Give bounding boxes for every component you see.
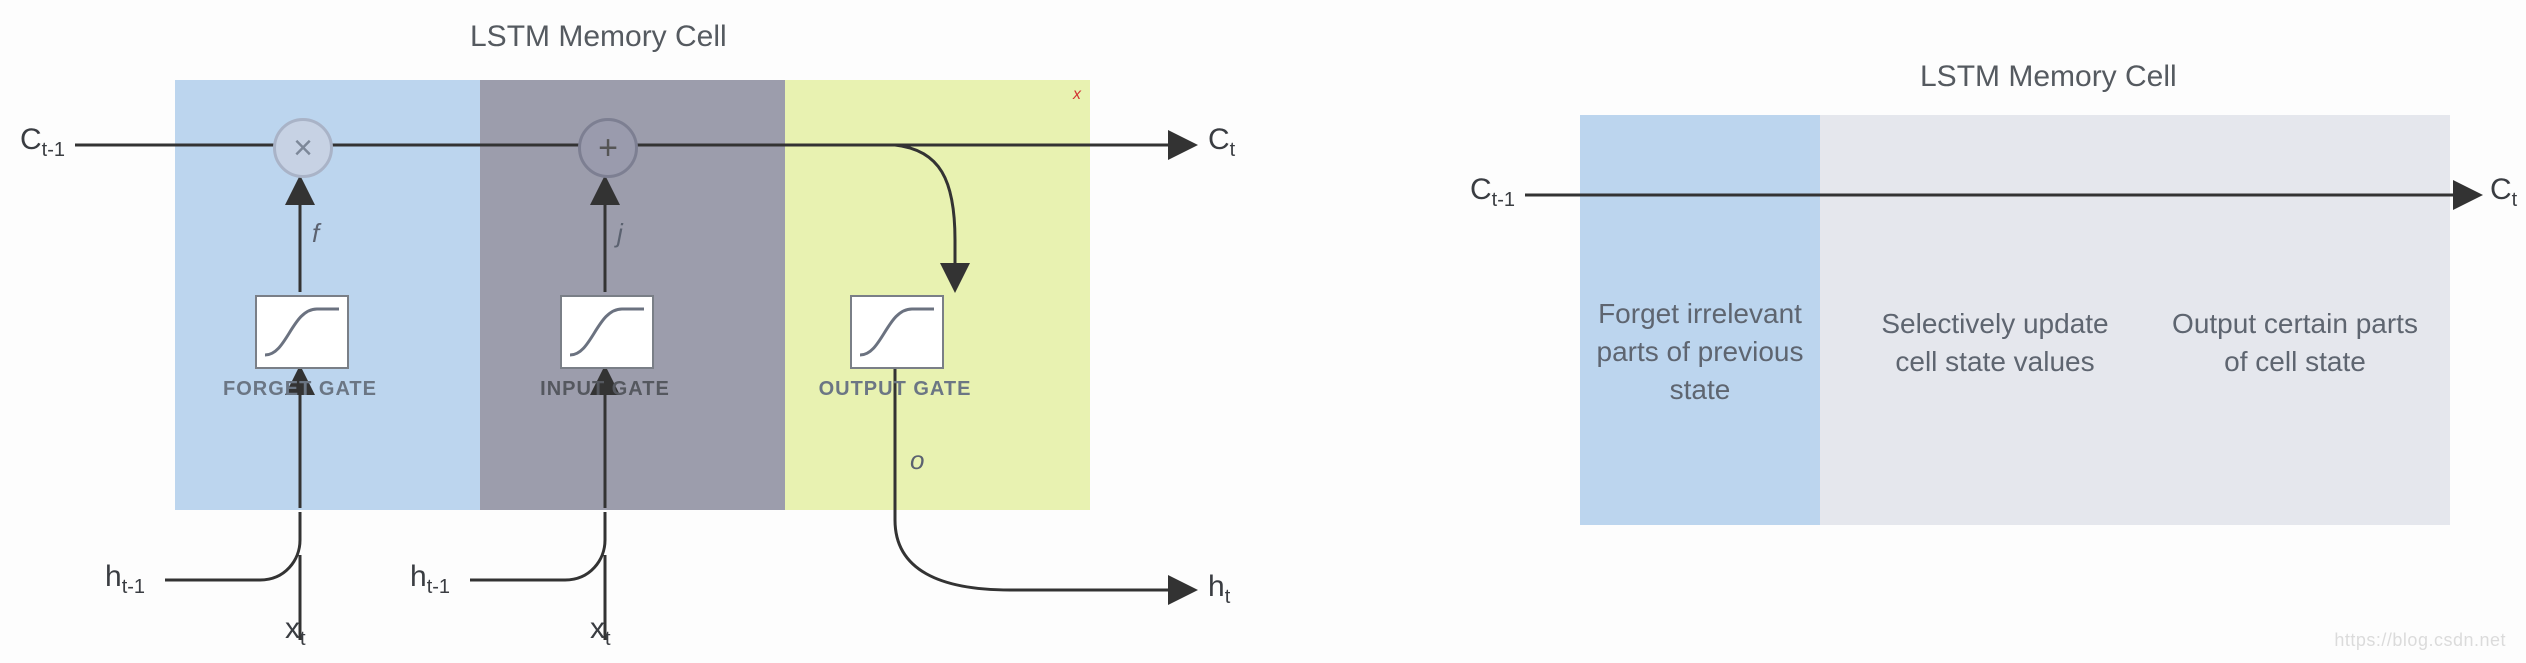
right-desc-forget: Forget irrelevant parts of previous stat… xyxy=(1570,295,1830,408)
diagram-canvas: x LSTM Memory Cell × xyxy=(0,0,2526,663)
watermark: https://blog.csdn.net xyxy=(2334,630,2506,651)
right-desc-update: Selectively update cell state values xyxy=(1865,305,2125,381)
right-c-in: Ct-1 xyxy=(1470,173,1515,212)
right-desc-output: Output certain parts of cell state xyxy=(2165,305,2425,381)
right-svg-layer xyxy=(0,0,2526,663)
right-c-out: Ct xyxy=(2490,173,2517,212)
